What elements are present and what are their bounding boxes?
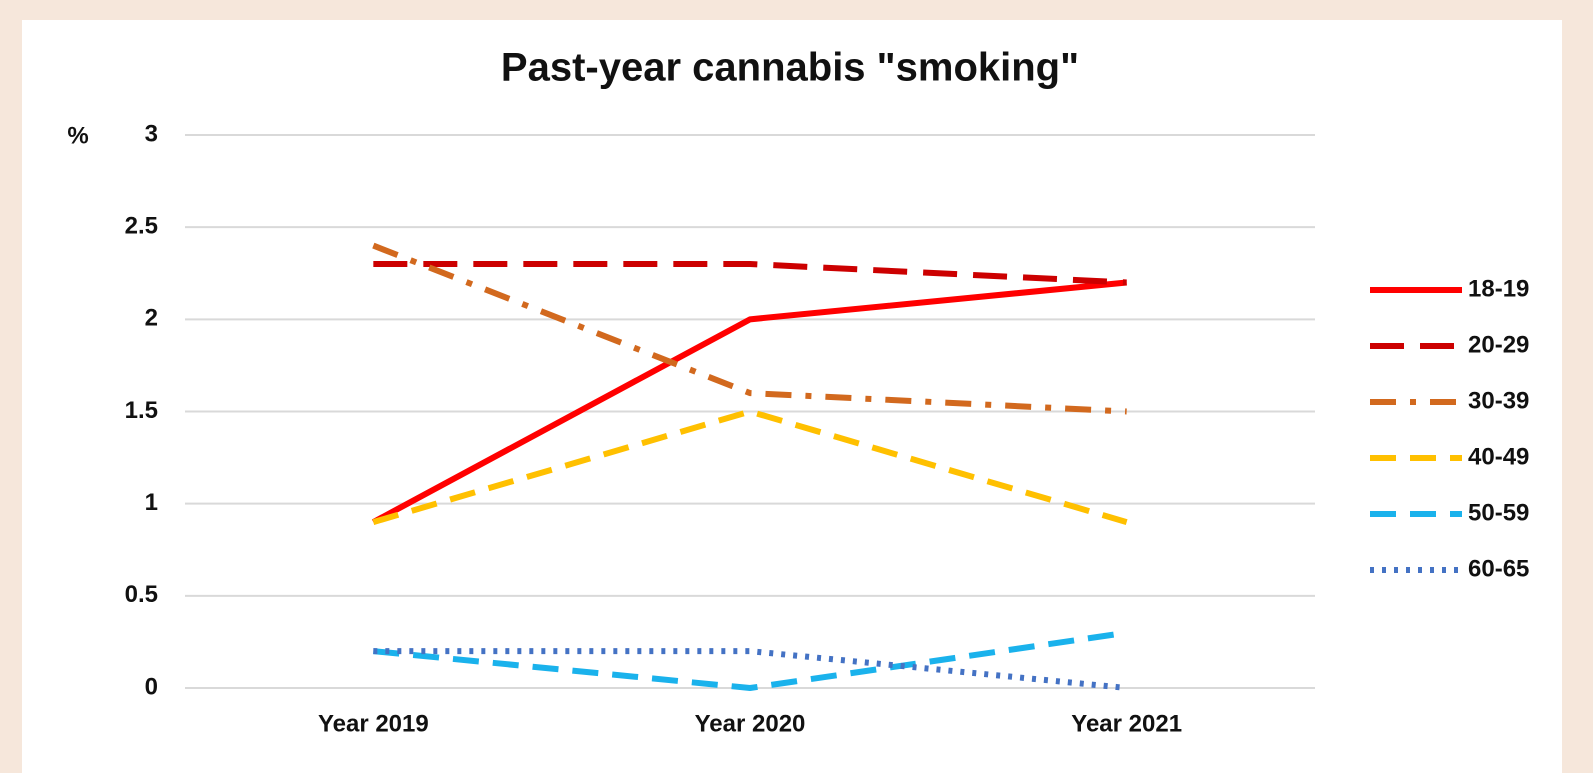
legend-label: 40-49 <box>1468 443 1529 470</box>
x-tick-label: Year 2020 <box>695 710 806 737</box>
y-tick-label: 0.5 <box>125 581 158 608</box>
series-line <box>373 629 1128 691</box>
legend-label: 30-39 <box>1468 387 1529 414</box>
x-tick-label: Year 2021 <box>1071 710 1182 737</box>
y-tick-label: 0 <box>145 673 158 700</box>
legend-label: 60-65 <box>1468 555 1529 582</box>
series-line <box>372 408 1128 525</box>
y-tick-label: 1 <box>145 489 158 516</box>
legend-label: 50-59 <box>1468 499 1529 526</box>
chart-title: Past-year cannabis "smoking" <box>501 46 1079 90</box>
y-tick-label: 3 <box>145 120 158 147</box>
y-tick-label: 2 <box>145 305 158 332</box>
y-axis-label: % <box>67 122 88 149</box>
series-line <box>371 279 1127 525</box>
legend-label: 18-19 <box>1468 275 1529 302</box>
legend-label: 20-29 <box>1468 331 1529 358</box>
y-tick-label: 2.5 <box>125 213 158 240</box>
x-tick-label: Year 2019 <box>318 710 429 737</box>
chart-panel <box>22 20 1562 773</box>
series-line <box>372 242 1127 415</box>
y-tick-label: 1.5 <box>125 397 158 424</box>
series-line <box>373 261 1127 286</box>
